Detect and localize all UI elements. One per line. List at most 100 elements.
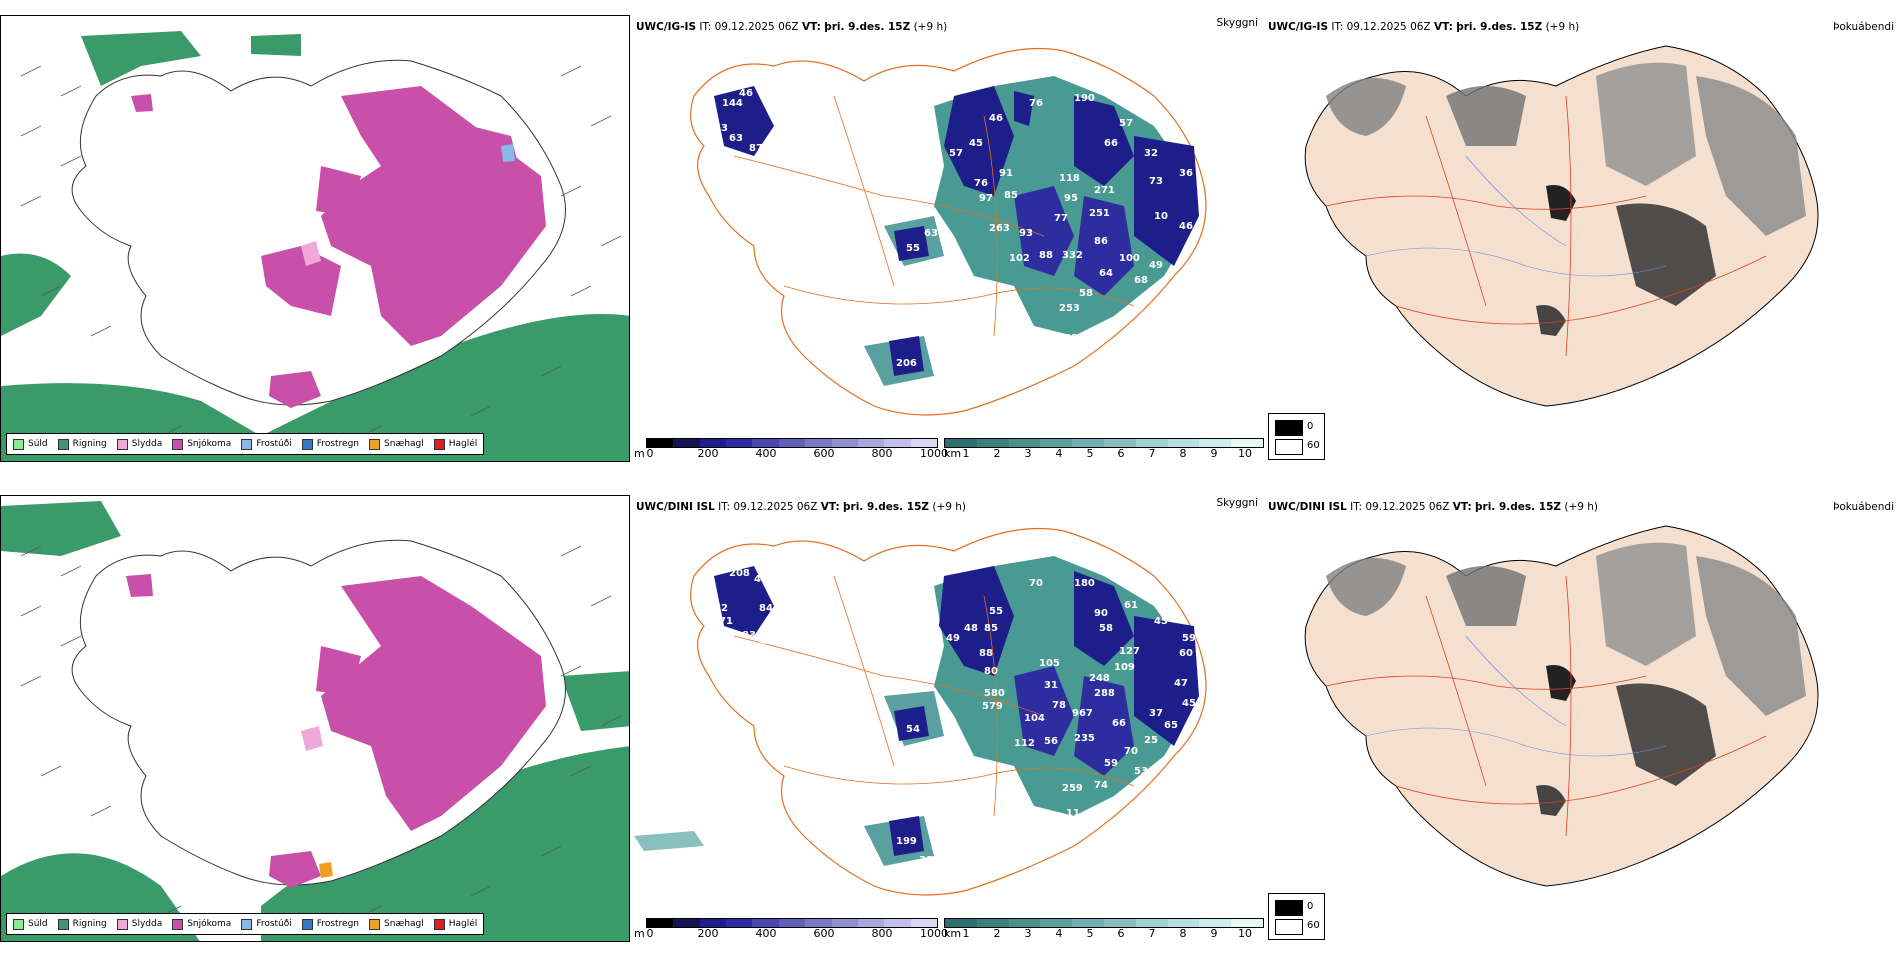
snow-depth-area: [1074, 571, 1134, 666]
colorbar-tick: 4: [1055, 447, 1063, 460]
legend-swatch: [116, 918, 128, 930]
snow-depth-area: [1014, 186, 1074, 276]
rain-area: [81, 31, 201, 86]
colorbar-tick: 6: [1117, 927, 1125, 940]
colorbar-tick: 4: [1055, 927, 1063, 940]
fog-map[interactable]: [1266, 36, 1900, 436]
snow-depth-area: [1014, 91, 1034, 126]
depth-label: 85: [764, 153, 778, 164]
colorbar-seg: [910, 439, 937, 447]
snow-depth-area: [1074, 96, 1134, 186]
depth-label: 73: [1149, 176, 1163, 187]
legend-item: Frostregn: [301, 918, 359, 930]
legend-item: Slydda: [116, 918, 162, 930]
depth-label: 80: [984, 666, 998, 677]
depth-label: 61: [1124, 600, 1138, 611]
depth-label: 62: [714, 603, 728, 614]
depth-label: 46: [1179, 221, 1193, 232]
panel-header: UWC/DINI ISL IT: 09.12.2025 06Z VT: þri.…: [1268, 501, 1599, 513]
panel-title: Skyggni: [1216, 17, 1259, 29]
colorbar-seg: [1231, 919, 1263, 927]
depth-label: 47: [1174, 678, 1188, 689]
depth-label: 967: [1072, 708, 1093, 719]
fog-area: [1546, 185, 1576, 221]
precip-legend: Súld Rigning Slydda Snjókoma Frostúði Fr…: [6, 433, 485, 455]
colorbar-strip: [944, 918, 1264, 928]
colorbar-seg: [1199, 919, 1232, 927]
legend-swatch: [301, 438, 313, 450]
colorbar-seg: [1008, 919, 1041, 927]
road-network: [733, 575, 1135, 817]
forecast-row-ig-is: UWC/IG-IS IT: 09.12.2025 06Z VT: þri. 9.…: [0, 0, 1900, 475]
fog-legend: 0 60: [1268, 413, 1325, 460]
depth-label: 70: [1029, 578, 1043, 589]
fog-area: [1596, 62, 1696, 186]
depth-label: 271: [1094, 185, 1115, 196]
depth-label: 85: [984, 623, 998, 634]
colorbar-seg: [1103, 439, 1136, 447]
colorbar-seg: [1135, 439, 1168, 447]
depth-label: 127: [1119, 646, 1140, 657]
legend-swatch: [241, 918, 253, 930]
fog-map[interactable]: [1266, 516, 1900, 916]
fog-area: [1696, 556, 1806, 716]
depth-label: 104: [1024, 713, 1045, 724]
depth-label: 76: [1029, 98, 1043, 109]
depth-label: 263: [989, 223, 1010, 234]
snow-area: [321, 576, 546, 831]
depth-label: 78: [1052, 700, 1066, 711]
depth-label: 85: [1004, 190, 1018, 201]
precip-type-panel: UWC/IG-IS IT: 09.12.2025 06Z VT: þri. 9.…: [0, 0, 632, 470]
colorbar-seg: [805, 919, 832, 927]
precip-map-canvas: [1, 31, 629, 461]
fog-area: [1596, 542, 1696, 666]
colorbar-tick: 0: [646, 447, 654, 460]
snow-depth-area: [944, 86, 1014, 196]
fog-area: [1446, 86, 1526, 146]
legend-swatch: [172, 918, 184, 930]
colorbar-seg: [1103, 919, 1136, 927]
colorbar-unit: m: [634, 927, 645, 940]
colorbar-tick: 10: [1238, 447, 1252, 460]
colorbar-tick: 600: [813, 447, 835, 460]
depth-label: 190: [1074, 93, 1095, 104]
depth-label: 76: [919, 378, 933, 389]
depth-label: 199: [896, 836, 917, 847]
wind-barbs: [20, 65, 622, 437]
snow-depth-area: [1134, 136, 1199, 266]
colorbar-tick: 400: [755, 447, 777, 460]
depth-label: 64: [1099, 268, 1113, 279]
precip-map[interactable]: Súld Rigning Slydda Snjókoma Frostúði Fr…: [0, 15, 630, 462]
depth-label: 580: [984, 688, 1005, 699]
legend-swatch: [13, 918, 24, 930]
visibility-map[interactable]: 208 48 62 71 84 93 83 46 49 48 55 85 88 …: [634, 516, 1264, 916]
legend-swatch: [116, 438, 128, 450]
precip-map[interactable]: Súld Rigning Slydda Snjókoma Frostúði Fr…: [0, 495, 630, 942]
cloud-area: [634, 831, 704, 851]
legend-swatch: [369, 438, 381, 450]
fog-area: [1546, 665, 1576, 701]
visibility-map[interactable]: 46 33 63 77 87 85 144 57 45 46 76 91 97 …: [634, 36, 1264, 436]
colorbar-seg: [1008, 439, 1041, 447]
colorbar-seg: [831, 919, 858, 927]
panel-title: Þokuábendi: [1833, 501, 1894, 513]
colorbar-seg: [673, 919, 700, 927]
snow-depth-area: [1134, 616, 1199, 746]
snow-depth-area: [714, 566, 774, 636]
depth-label: 76: [974, 178, 988, 189]
legend-swatch: [172, 438, 184, 450]
legend-item: Súld: [13, 438, 48, 450]
colorbar-tick: 2: [993, 447, 1001, 460]
depth-label: 251: [1089, 208, 1110, 219]
depth-label: 105: [1039, 658, 1060, 669]
colorbar-strip: [646, 438, 938, 448]
depth-label: 206: [896, 358, 917, 369]
fog-area: [1616, 683, 1716, 786]
depth-label: 253: [1059, 303, 1080, 314]
legend-item: Rigning: [57, 438, 107, 450]
depth-label: 33: [714, 123, 728, 134]
colorbar-seg: [884, 919, 911, 927]
freezing-drizzle-area: [501, 144, 515, 162]
legend-item: Haglél: [433, 438, 477, 450]
fog-area: [1616, 203, 1716, 306]
